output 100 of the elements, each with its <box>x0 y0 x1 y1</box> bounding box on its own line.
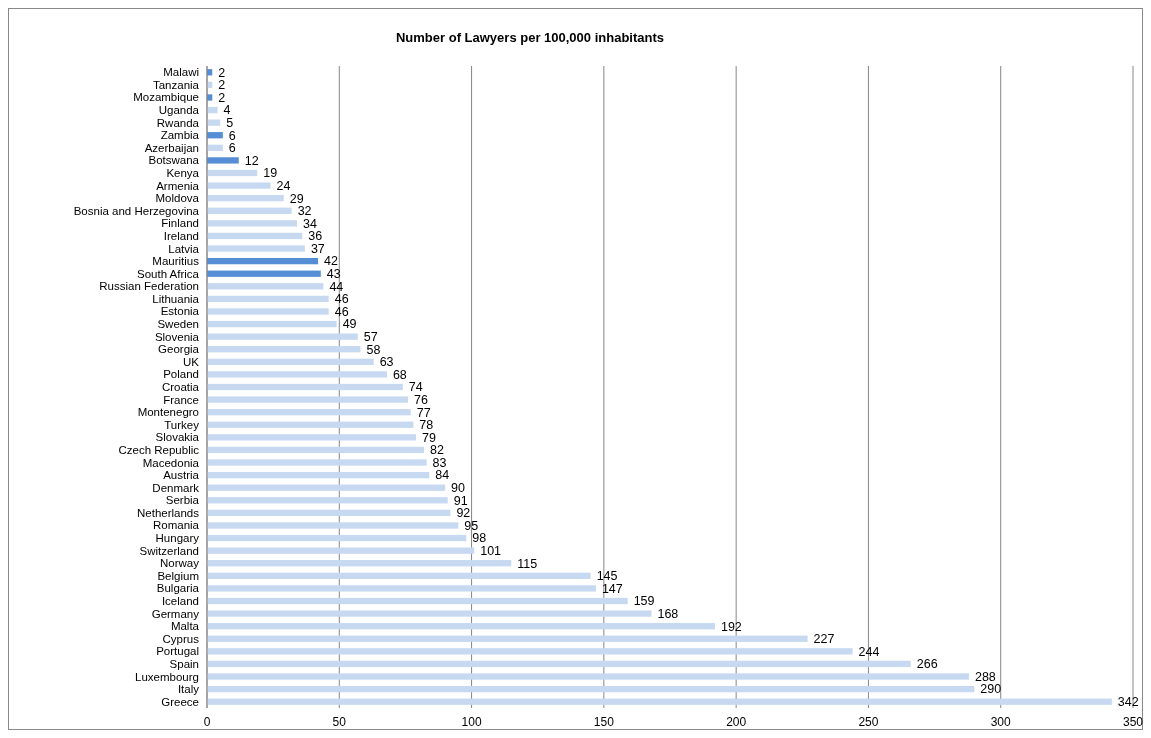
data-label: 68 <box>392 367 407 382</box>
data-label: 76 <box>414 392 429 407</box>
data-label: 290 <box>980 682 1002 697</box>
data-label: 266 <box>916 657 938 672</box>
data-label: 91 <box>453 493 468 508</box>
bar <box>207 471 430 479</box>
data-label: 83 <box>432 455 447 470</box>
data-label: 145 <box>596 569 618 584</box>
bar <box>207 635 808 642</box>
bar <box>207 371 387 378</box>
data-label: 2 <box>218 78 226 93</box>
y-tick-label: Croatia <box>161 381 200 394</box>
data-label: 159 <box>633 594 655 609</box>
bar <box>207 182 271 189</box>
y-tick-label: France <box>163 393 199 406</box>
bar <box>207 283 324 290</box>
bar <box>207 346 361 353</box>
y-tick-label: Luxembourg <box>135 670 199 683</box>
bar <box>207 522 459 529</box>
x-tick-label: 350 <box>1122 715 1144 730</box>
bar <box>207 623 715 630</box>
bar <box>207 383 403 391</box>
y-tick-label: Azerbaijan <box>144 141 199 154</box>
data-label: 2 <box>218 90 226 105</box>
bar <box>207 220 297 227</box>
bar <box>207 295 329 303</box>
bar <box>207 144 223 151</box>
x-tick-label: 300 <box>990 715 1012 730</box>
data-label: 36 <box>308 229 323 244</box>
data-label: 32 <box>297 204 312 219</box>
y-tick-label: Serbia <box>165 494 200 507</box>
data-label: 4 <box>223 103 231 118</box>
x-tick-label: 250 <box>858 715 879 730</box>
bar <box>207 434 417 441</box>
y-tick-label: Iceland <box>161 595 199 608</box>
y-tick-label: Hungary <box>155 532 200 545</box>
y-tick-label: Finland <box>161 217 199 230</box>
y-tick-label: South Africa <box>136 267 200 280</box>
bar <box>207 534 467 542</box>
data-label: 168 <box>657 606 679 621</box>
data-label: 147 <box>601 581 623 596</box>
bar <box>207 572 591 579</box>
data-label: 2 <box>218 65 226 80</box>
data-label: 244 <box>858 644 880 659</box>
x-tick-label: 100 <box>461 715 482 730</box>
y-tick-label: Uganda <box>158 104 200 117</box>
y-tick-label: Botswana <box>148 154 200 167</box>
data-label: 82 <box>429 443 444 458</box>
y-tick-label: Bulgaria <box>156 582 200 595</box>
y-tick-label: Spain <box>169 657 199 670</box>
x-tick-label: 200 <box>726 715 747 730</box>
bar <box>207 207 292 214</box>
bar <box>207 358 374 365</box>
y-tick-label: Estonia <box>160 305 200 318</box>
data-label: 115 <box>517 556 538 571</box>
y-tick-label: Turkey <box>164 418 200 431</box>
y-tick-label: Italy <box>177 683 200 696</box>
x-tick-label: 150 <box>593 715 615 730</box>
data-label: 101 <box>480 544 502 559</box>
y-tick-label: Netherlands <box>136 506 200 519</box>
y-tick-label: Georgia <box>158 343 200 356</box>
data-label: 79 <box>422 430 436 445</box>
bar <box>207 547 475 554</box>
bar <box>207 132 223 139</box>
bar <box>207 232 303 240</box>
y-tick-label: Slovakia <box>155 431 200 444</box>
data-label: 29 <box>289 191 304 206</box>
data-label: 6 <box>228 141 236 156</box>
data-label: 227 <box>813 632 835 647</box>
data-label: 288 <box>974 669 996 684</box>
bar <box>207 257 319 265</box>
y-tick-label: Poland <box>163 368 199 381</box>
data-label: 192 <box>720 619 742 634</box>
bar <box>207 610 652 617</box>
data-label: 5 <box>226 116 234 131</box>
y-tick-label: Malta <box>170 620 200 633</box>
y-tick-label: Greece <box>161 695 199 708</box>
y-tick-label: Armenia <box>156 179 200 192</box>
bar <box>207 409 411 416</box>
y-tick-label: Zambia <box>160 129 200 142</box>
bar <box>207 308 329 315</box>
bar <box>207 396 409 403</box>
y-tick-label: Romania <box>152 519 200 532</box>
bar <box>207 157 239 164</box>
bar <box>207 459 427 466</box>
data-label: 78 <box>419 418 434 433</box>
bar <box>207 509 451 517</box>
bar <box>207 106 218 114</box>
y-tick-label: Mauritius <box>152 255 200 268</box>
data-label: 63 <box>379 355 394 370</box>
x-tick-label: 50 <box>332 715 347 730</box>
data-label: 19 <box>263 166 278 181</box>
y-tick-label: Macedonia <box>142 456 200 469</box>
data-label: 24 <box>276 178 291 193</box>
y-tick-label: Belgium <box>157 569 199 582</box>
data-label: 6 <box>228 128 236 143</box>
data-label: 46 <box>334 292 349 307</box>
bar <box>207 245 305 252</box>
data-label: 342 <box>1117 695 1139 710</box>
bar <box>207 685 975 693</box>
